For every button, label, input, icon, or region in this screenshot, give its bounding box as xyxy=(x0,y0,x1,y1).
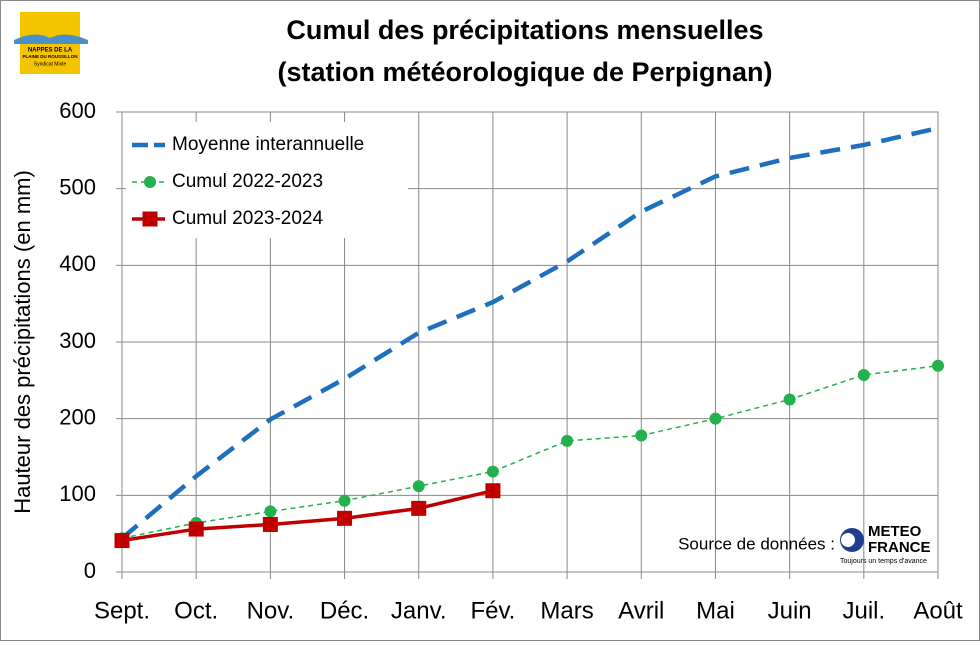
legend-marker xyxy=(142,211,158,227)
data-point xyxy=(486,465,499,478)
logo-text: Toujours un temps d'avance xyxy=(840,558,927,565)
x-tick-label: Nov. xyxy=(247,597,295,624)
legend-box xyxy=(126,122,408,238)
data-point xyxy=(411,500,427,516)
data-point xyxy=(412,480,425,493)
y-tick-label: 500 xyxy=(59,174,96,199)
chart-subtitle: (station météorologique de Perpignan) xyxy=(277,57,772,87)
data-point xyxy=(485,483,501,499)
logo-text: PLAINE DU ROUSSILLON xyxy=(22,54,77,59)
data-point xyxy=(188,521,204,537)
x-tick-label: Janv. xyxy=(391,597,447,624)
data-point xyxy=(262,516,278,532)
legend-label: Cumul 2023-2024 xyxy=(172,208,323,229)
x-tick-label: Sept. xyxy=(94,597,150,624)
logo-text: FRANCE xyxy=(868,539,931,556)
legend-label: Moyenne interannuelle xyxy=(172,134,364,155)
y-axis-label: Hauteur des précipitations (en mm) xyxy=(10,170,35,514)
data-point xyxy=(932,359,944,372)
source-label: Source de données : xyxy=(678,534,835,553)
x-tick-label: Juin xyxy=(768,597,812,624)
logo-right: METEO FRANCE Toujours un temps d'avance xyxy=(840,523,931,565)
logo-text: Syndicat Mixte xyxy=(34,61,67,67)
data-point xyxy=(709,412,722,425)
logo-text: NAPPES DE LA xyxy=(28,48,73,54)
legend-label: Cumul 2022-2023 xyxy=(172,171,323,192)
data-point xyxy=(635,429,648,442)
x-tick-label: Août xyxy=(913,597,963,624)
x-tick-label: Mai xyxy=(696,597,735,624)
logo-left: NAPPES DE LA PLAINE DU ROUSSILLON Syndic… xyxy=(14,12,88,74)
x-tick-label: Avril xyxy=(618,597,664,624)
y-tick-label: 100 xyxy=(59,481,96,506)
data-point xyxy=(337,510,353,526)
data-point xyxy=(561,434,574,447)
y-tick-label: 300 xyxy=(59,328,96,353)
x-tick-label: Mars xyxy=(540,597,593,624)
data-point xyxy=(783,393,796,406)
logo-globe-inner xyxy=(841,533,855,547)
x-tick-label: Fév. xyxy=(470,597,515,624)
y-tick-label: 600 xyxy=(59,98,96,123)
logo-text: METEO xyxy=(868,523,922,540)
x-tick-label: Déc. xyxy=(320,597,369,624)
chart-title: Cumul des précipitations mensuelles xyxy=(286,15,763,45)
logo-wave xyxy=(14,34,88,44)
x-tick-label: Oct. xyxy=(174,597,218,624)
data-point xyxy=(264,505,277,518)
series-line xyxy=(120,125,939,540)
x-tick-label: Juil. xyxy=(842,597,885,624)
series-line xyxy=(121,365,939,540)
y-tick-label: 200 xyxy=(59,404,96,429)
data-point xyxy=(338,494,351,507)
data-point xyxy=(857,368,870,381)
series-line xyxy=(121,489,494,543)
y-tick-label: 0 xyxy=(84,558,96,583)
legend-marker xyxy=(144,176,156,188)
data-point xyxy=(114,533,130,549)
y-tick-label: 400 xyxy=(59,251,96,276)
